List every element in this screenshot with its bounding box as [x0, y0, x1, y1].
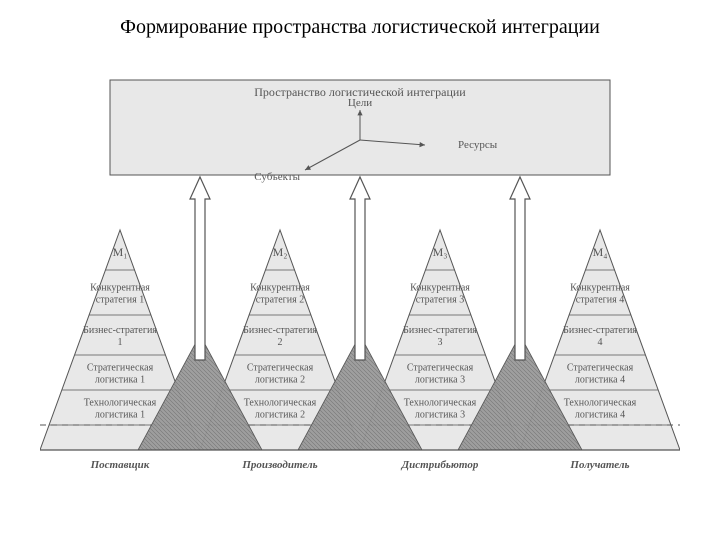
svg-text:стратегия 3: стратегия 3: [416, 295, 464, 306]
svg-text:логистика 1: логистика 1: [95, 410, 145, 421]
svg-text:Технологическая: Технологическая: [244, 398, 317, 409]
svg-text:Цели: Цели: [348, 97, 372, 109]
svg-text:Стратегическая: Стратегическая: [567, 363, 634, 374]
svg-text:М₂: М₂: [273, 245, 288, 259]
svg-text:Стратегическая: Стратегическая: [247, 363, 314, 374]
diagram-container: Пространство логистической интеграцииЦел…: [40, 70, 680, 495]
svg-text:стратегия 2: стратегия 2: [256, 295, 304, 306]
svg-text:3: 3: [438, 337, 443, 348]
diagram-svg: Пространство логистической интеграцииЦел…: [40, 70, 680, 490]
svg-text:Технологическая: Технологическая: [84, 398, 157, 409]
svg-text:Стратегическая: Стратегическая: [407, 363, 474, 374]
svg-text:логистика 2: логистика 2: [255, 375, 305, 386]
svg-text:Стратегическая: Стратегическая: [87, 363, 154, 374]
svg-text:Технологическая: Технологическая: [404, 398, 477, 409]
svg-text:Конкурентная: Конкурентная: [250, 283, 310, 294]
svg-text:Дистрибьютор: Дистрибьютор: [401, 459, 479, 471]
svg-text:Бизнес-стратегия: Бизнес-стратегия: [83, 325, 157, 336]
svg-text:Бизнес-стратегия: Бизнес-стратегия: [243, 325, 317, 336]
svg-text:стратегия 4: стратегия 4: [576, 295, 624, 306]
page-title: Формирование пространства логистической …: [0, 16, 720, 39]
svg-text:Бизнес-стратегия: Бизнес-стратегия: [403, 325, 477, 336]
svg-text:М₁: М₁: [113, 245, 128, 259]
svg-text:Конкурентная: Конкурентная: [410, 283, 470, 294]
svg-text:Конкурентная: Конкурентная: [570, 283, 630, 294]
svg-text:Бизнес-стратегия: Бизнес-стратегия: [563, 325, 637, 336]
svg-text:1: 1: [118, 337, 123, 348]
svg-text:логистика 1: логистика 1: [95, 375, 145, 386]
svg-text:М₄: М₄: [593, 245, 608, 259]
svg-text:логистика 4: логистика 4: [575, 375, 625, 386]
svg-text:2: 2: [278, 337, 283, 348]
svg-text:стратегия 1: стратегия 1: [96, 295, 144, 306]
svg-text:4: 4: [598, 337, 603, 348]
svg-text:Технологическая: Технологическая: [564, 398, 637, 409]
svg-text:Поставщик: Поставщик: [90, 459, 150, 471]
svg-text:М₃: М₃: [433, 245, 448, 259]
svg-text:логистика 4: логистика 4: [575, 410, 625, 421]
svg-text:Субъекты: Субъекты: [254, 171, 300, 183]
svg-text:логистика 3: логистика 3: [415, 410, 465, 421]
svg-text:логистика 2: логистика 2: [255, 410, 305, 421]
svg-text:Производитель: Производитель: [241, 459, 317, 471]
svg-text:Ресурсы: Ресурсы: [458, 139, 498, 151]
svg-text:логистика 3: логистика 3: [415, 375, 465, 386]
svg-text:Конкурентная: Конкурентная: [90, 283, 150, 294]
up-arrow-1: [190, 177, 210, 360]
up-arrow-2: [350, 177, 370, 360]
up-arrow-3: [510, 177, 530, 360]
svg-text:Получатель: Получатель: [569, 459, 629, 471]
